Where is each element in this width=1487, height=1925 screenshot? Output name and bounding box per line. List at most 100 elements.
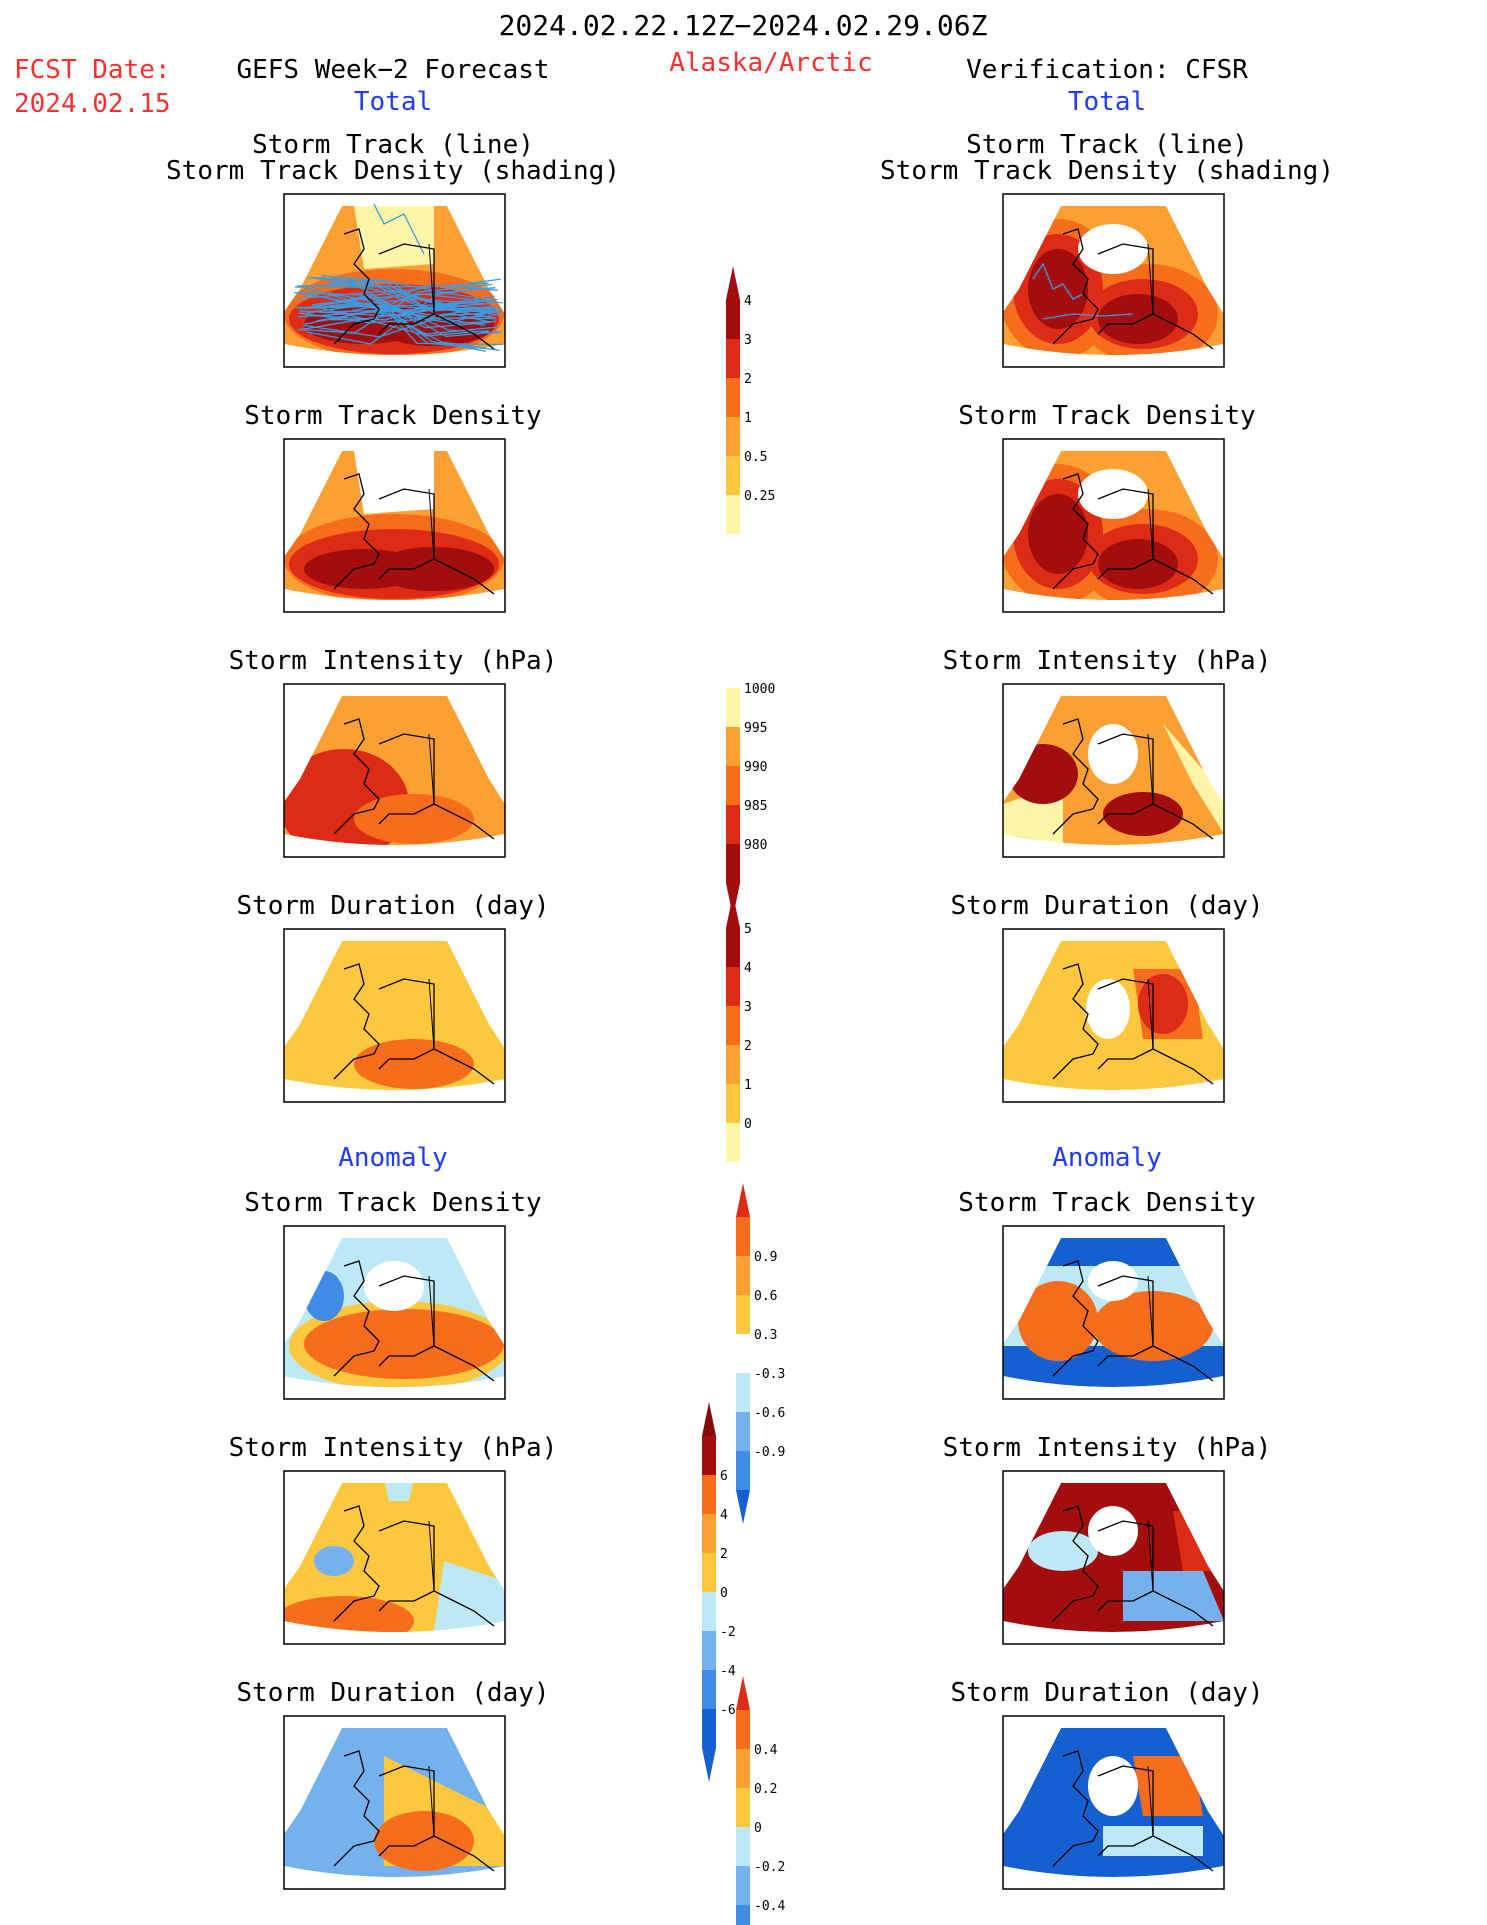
colorbar-label: -4 [720,1664,736,1679]
colorbar-segment [736,1412,750,1451]
map-panel-gefs-4 [283,1225,506,1400]
colorbar-arrow [702,1402,716,1436]
border-line [428,1520,435,1592]
map-shading [284,941,505,1090]
storm-track [298,312,495,324]
map-shading [284,1238,505,1387]
map-shading [284,451,505,600]
storm-track [1042,313,1134,320]
colorbar-segment [726,339,740,378]
storm-track [329,302,492,318]
colorbar-label: -0.2 [754,1860,785,1875]
colorbar-segment [702,1514,716,1553]
storm-track [313,287,496,308]
left-intensity-title: Storm Intensity (hPa) [228,646,558,676]
shading-area [1078,469,1148,519]
left-total-label: Total [353,87,433,117]
colorbar-label: 4 [720,1508,728,1523]
colorbar-label: 2 [744,1039,752,1054]
border-line [428,1275,435,1347]
shading-area [354,941,434,957]
colorbar-segment [726,1006,740,1045]
right-column-title: Verification: CFSR [966,55,1248,85]
colorbar-label: -2 [720,1625,736,1640]
colorbar-segment [726,1045,740,1084]
colorbar-arrow [726,266,740,300]
shading-area [354,1728,434,1744]
left-track-line-title: Storm Track (line) [252,130,534,160]
border-line [1147,1275,1154,1347]
colorbar-segment [702,1631,716,1670]
shading-area [1088,1756,1138,1816]
colorbar-segment [726,1123,740,1162]
right-anom-intensity-title: Storm Intensity (hPa) [942,1433,1272,1463]
colorbar-label: 3 [744,1000,752,1015]
colorbar-duration: 5 4 3 2 1 0 [726,894,752,1162]
colorbar-label: 6 [720,1469,728,1484]
storm-track [373,203,425,255]
colorbar-segment [726,1084,740,1123]
shading-area [1163,724,1224,834]
border-line [428,1765,435,1837]
colorbar-segment [726,928,740,967]
colorbar-segment [702,1670,716,1709]
shading-area [314,1546,354,1576]
colorbar-segment [736,1866,750,1905]
left-duration-title: Storm Duration (day) [236,891,550,921]
colorbar-label: 0 [720,1586,728,1601]
panel-frame [283,193,506,368]
colorbar-segment [726,495,740,534]
shading-area [354,696,434,712]
colorbar-label: 0.2 [754,1782,777,1797]
map-shading [1003,206,1224,355]
panel-frame [283,1715,506,1890]
storm-track [300,283,493,334]
colorbar-segment [736,1749,750,1788]
colorbar-label: 4 [744,961,752,976]
right-track-shading-title: Storm Track Density (shading) [880,156,1334,186]
colorbar-label: 985 [744,799,767,814]
colorbar-label: 0.9 [754,1250,777,1265]
colorbar-segment [726,688,740,727]
colorbar-segment [736,1217,750,1256]
border-line [1147,733,1154,805]
storm-track [297,308,496,331]
fcst-date-label: FCST Date: [14,55,171,85]
colorbar-segment [726,844,740,883]
colorbar-arrow [736,1676,750,1710]
shading-area [354,206,434,269]
date-range-title: 2024.02.22.12Z−2024.02.29.06Z [498,9,988,42]
panel-frame [1002,928,1225,1103]
panel-frame [1002,1225,1225,1400]
right-density-title: Storm Track Density [958,401,1256,431]
shading-area [1078,224,1148,274]
panel-frame [283,928,506,1103]
border-line [1147,978,1154,1050]
colorbar-segment [726,456,740,495]
storm-track [299,292,491,320]
map-shading [1003,941,1224,1090]
colorbar-segment [726,300,740,339]
shading-area [1086,979,1130,1039]
storm-track [297,306,500,318]
colorbar-label: 0.5 [744,450,767,465]
border-line [428,733,435,805]
colorbar-arrow [736,1183,750,1217]
shading-area [384,1483,414,1501]
shading-area [284,1596,414,1632]
map-panel-cfsr-3 [1002,928,1225,1103]
map-panel-gefs-5 [283,1470,506,1645]
border-line [1147,488,1154,560]
colorbar-label: 3 [744,333,752,348]
colorbar-density: 4 3 2 1 0.5 0.25 [726,266,775,534]
panel-frame [283,1225,506,1400]
panel-frame [1002,683,1225,858]
map-panel-cfsr-4 [1002,1225,1225,1400]
colorbar-label: 1000 [744,682,775,697]
shading-area [364,1261,424,1311]
left-anom-intensity-title: Storm Intensity (hPa) [228,1433,558,1463]
shading-area [1088,724,1138,784]
colorbar-anom-intensity: 6 4 2 0 -2 -4 -6 [702,1402,736,1782]
fcst-date-value: 2024.02.15 [14,89,171,119]
